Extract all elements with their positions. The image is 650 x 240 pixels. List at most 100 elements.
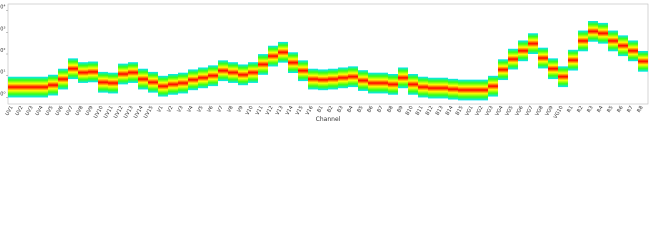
x-tick-label: R2 bbox=[576, 105, 585, 114]
x-tick-label: B10 bbox=[405, 105, 415, 116]
heat-band bbox=[558, 66, 568, 88]
x-tick-label: V9 bbox=[236, 105, 245, 114]
x-tick-label: V5 bbox=[196, 105, 205, 114]
heat-band bbox=[48, 74, 58, 96]
heat-band bbox=[598, 22, 608, 44]
x-tick-label: V7 bbox=[216, 105, 225, 114]
x-tick-label: VG6 bbox=[514, 105, 524, 117]
x-tick-label: B13 bbox=[435, 105, 445, 116]
heat-band bbox=[168, 74, 178, 95]
heat-band bbox=[608, 30, 618, 52]
heat-band bbox=[588, 21, 598, 42]
x-tick-label: V13 bbox=[275, 105, 285, 116]
heat-band bbox=[378, 72, 388, 94]
x-tick-label: B8 bbox=[386, 105, 395, 114]
x-tick-label: R8 bbox=[636, 105, 645, 114]
heat-band bbox=[8, 76, 18, 98]
heat-band bbox=[628, 40, 638, 62]
x-tick-label: B14 bbox=[445, 105, 455, 116]
chart: Channel 10⁰10¹10²10³10⁴UV1UV2UV3UV4UV5UV… bbox=[0, 3, 649, 123]
heat-band bbox=[428, 77, 438, 99]
heat-band bbox=[38, 76, 48, 98]
heat-band bbox=[538, 47, 548, 69]
x-tick-label: R5 bbox=[606, 105, 615, 114]
heat-band bbox=[398, 67, 408, 89]
heat-band bbox=[158, 75, 168, 97]
heat-band bbox=[638, 50, 648, 72]
x-tick-label: UV10 bbox=[93, 105, 105, 120]
heat-band bbox=[68, 58, 78, 80]
x-tick-label: UV3 bbox=[24, 105, 34, 117]
heat-band bbox=[208, 65, 218, 87]
heat-band bbox=[108, 72, 118, 94]
heat-band bbox=[438, 77, 448, 99]
x-tick-label: UV1 bbox=[4, 105, 14, 117]
x-tick-label: UV11 bbox=[103, 105, 115, 120]
x-tick-label: B15 bbox=[455, 105, 465, 116]
x-tick-label: V14 bbox=[285, 105, 295, 116]
heat-band bbox=[408, 74, 418, 95]
heat-band bbox=[568, 49, 578, 71]
x-tick-label: R6 bbox=[616, 105, 625, 114]
heat-band bbox=[488, 75, 498, 97]
heat-band bbox=[138, 68, 148, 90]
x-axis-title: Channel bbox=[316, 116, 341, 123]
heat-band bbox=[518, 40, 528, 62]
x-tick-label: R4 bbox=[596, 105, 605, 114]
x-tick-label: B5 bbox=[356, 105, 365, 114]
heat-band bbox=[468, 79, 478, 101]
heat-band bbox=[78, 62, 88, 83]
x-tick-label: VG4 bbox=[494, 105, 504, 117]
heat-band bbox=[618, 35, 628, 57]
y-tick-label: 10⁰ bbox=[0, 91, 6, 97]
heat-band bbox=[308, 68, 318, 90]
heat-band bbox=[58, 68, 68, 90]
heat-band bbox=[28, 76, 38, 98]
heat-band bbox=[418, 76, 428, 98]
x-tick-label: B7 bbox=[376, 105, 385, 114]
x-tick-label: B4 bbox=[346, 105, 355, 114]
heat-band bbox=[148, 71, 158, 93]
x-tick-label: UV15 bbox=[143, 105, 155, 120]
heat-band bbox=[128, 62, 138, 83]
x-tick-label: VG2 bbox=[474, 105, 484, 117]
heat-band bbox=[458, 79, 468, 101]
y-tick-label: 10⁴ bbox=[0, 5, 6, 11]
x-tick-label: V4 bbox=[186, 105, 195, 114]
x-tick-label: UV14 bbox=[133, 105, 145, 120]
x-tick-label: B9 bbox=[396, 105, 405, 114]
heat-band bbox=[318, 69, 328, 91]
x-tick-label: V6 bbox=[206, 105, 215, 114]
x-tick-label: B3 bbox=[336, 105, 345, 114]
heat-band bbox=[368, 72, 378, 94]
x-tick-label: VG10 bbox=[553, 105, 565, 120]
x-tick-label: UV2 bbox=[14, 105, 24, 117]
heat-band bbox=[258, 54, 268, 75]
x-tick-label: V16 bbox=[305, 105, 315, 116]
x-tick-label: VG7 bbox=[524, 105, 534, 117]
x-tick-label: VG5 bbox=[504, 105, 514, 117]
heat-band bbox=[298, 60, 308, 82]
x-tick-label: V10 bbox=[245, 105, 255, 116]
x-tick-label: R3 bbox=[586, 105, 595, 114]
x-tick-label: B2 bbox=[326, 105, 335, 114]
heat-band bbox=[218, 60, 228, 82]
x-tick-label: UV5 bbox=[44, 105, 54, 117]
x-tick-label: VG8 bbox=[534, 105, 544, 117]
heat-band bbox=[178, 72, 188, 94]
heat-band bbox=[508, 48, 518, 70]
heat-band bbox=[388, 74, 398, 95]
heat-band bbox=[248, 62, 258, 83]
heat-band bbox=[528, 33, 538, 54]
x-tick-label: V3 bbox=[176, 105, 185, 114]
heat-band bbox=[228, 62, 238, 83]
x-tick-label: R7 bbox=[626, 105, 635, 114]
heat-band bbox=[238, 64, 248, 86]
heat-band bbox=[18, 76, 28, 98]
x-tick-label: V11 bbox=[255, 105, 265, 116]
heat-band bbox=[358, 70, 368, 91]
x-tick-label: B11 bbox=[415, 105, 425, 116]
heat-band bbox=[338, 67, 348, 89]
x-tick-label: B6 bbox=[366, 105, 375, 114]
heat-band bbox=[198, 67, 208, 89]
